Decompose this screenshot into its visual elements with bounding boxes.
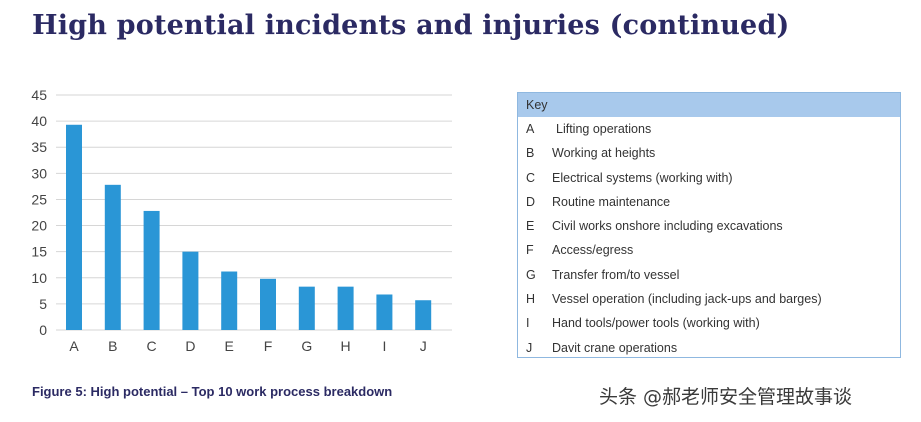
page-title: High potential incidents and injuries (c… [32,10,790,41]
key-letter: A [526,122,535,136]
x-tick-label: B [108,338,117,354]
bar-F [260,278,276,330]
y-tick-label: 0 [39,322,47,338]
key-description: Civil works onshore including excavation… [552,219,783,234]
y-tick-label: 25 [31,191,47,207]
key-row: C Electrical systems (working with) [518,166,900,190]
key-description: Access/egress [552,243,634,258]
y-tick-label: 40 [31,113,47,129]
key-description: Hand tools/power tools (working with) [552,316,760,331]
key-letter: G [526,267,536,282]
x-tick-label: D [185,338,195,354]
key-letter: J [526,340,533,355]
bar-E [221,271,238,330]
x-tick-label: J [420,338,427,354]
key-letter: H [526,292,536,307]
key-letter: D [526,194,536,209]
key-row: F Access/egress [518,238,900,262]
key-letter: F [526,243,534,258]
key-row: E Civil works onshore including excavatio… [518,214,900,238]
bar-D [182,251,199,330]
bar-G [298,286,315,330]
y-tick-label: 45 [31,87,47,103]
y-tick-label: 20 [31,218,47,234]
key-letter: I [526,316,530,331]
key-row: I Hand tools/power tools (working with) [518,311,900,335]
key-description: Transfer from/to vessel [552,267,680,282]
x-tick-label: C [147,338,157,354]
chart-y-axis: 0 5 10 15 20 25 30 35 40 45 [31,87,47,338]
x-tick-label: F [264,338,273,354]
bar-H [337,286,354,330]
y-tick-label: 30 [31,165,47,181]
chart-gridlines [56,94,452,331]
key-description: Electrical systems (working with) [552,170,733,185]
key-letter: E [526,219,535,234]
key-description: Vessel operation (including jack-ups and… [552,292,822,307]
key-row: H Vessel operation (including jack-ups an… [518,287,900,311]
key-description: Routine maintenance [552,194,671,209]
bar-C [143,210,160,330]
chart-x-axis: A B C D E F G H I J [69,338,426,354]
key-row: J Davit crane operations [518,336,900,360]
x-tick-label: H [341,338,351,354]
bar-J [415,300,432,330]
x-tick-label: E [225,338,234,354]
key-header: Key [518,93,900,117]
key-legend: Key A Lifting operations B Working at heigh… [517,92,901,358]
key-letter: C [526,170,536,185]
key-row: G Transfer from/to vessel [518,263,900,287]
x-tick-label: A [69,338,79,354]
y-tick-label: 35 [31,139,47,155]
bar-B [104,184,121,330]
x-tick-label: I [382,338,386,354]
chart-bars [66,124,432,331]
key-row: D Routine maintenance [518,190,900,214]
bar-A [66,124,82,331]
key-description: Lifting operations [556,122,652,136]
x-tick-label: G [301,338,312,354]
key-row: A Lifting operations [518,117,900,141]
bar-I [376,294,393,330]
watermark-text: 头条 @郝老师安全管理故事谈 [599,386,853,408]
y-tick-label: 10 [31,270,47,286]
y-tick-label: 15 [31,244,47,260]
key-letter: B [526,146,535,161]
y-tick-label: 5 [39,296,47,312]
key-row: B Working at heights [518,141,900,165]
key-description: Working at heights [552,146,656,161]
key-description: Davit crane operations [552,340,678,355]
figure-caption: Figure 5: High potential – Top 10 work p… [32,384,393,399]
bar-chart: 0 5 10 15 20 25 30 35 40 45 A B C D E F G H I J [31,87,452,354]
